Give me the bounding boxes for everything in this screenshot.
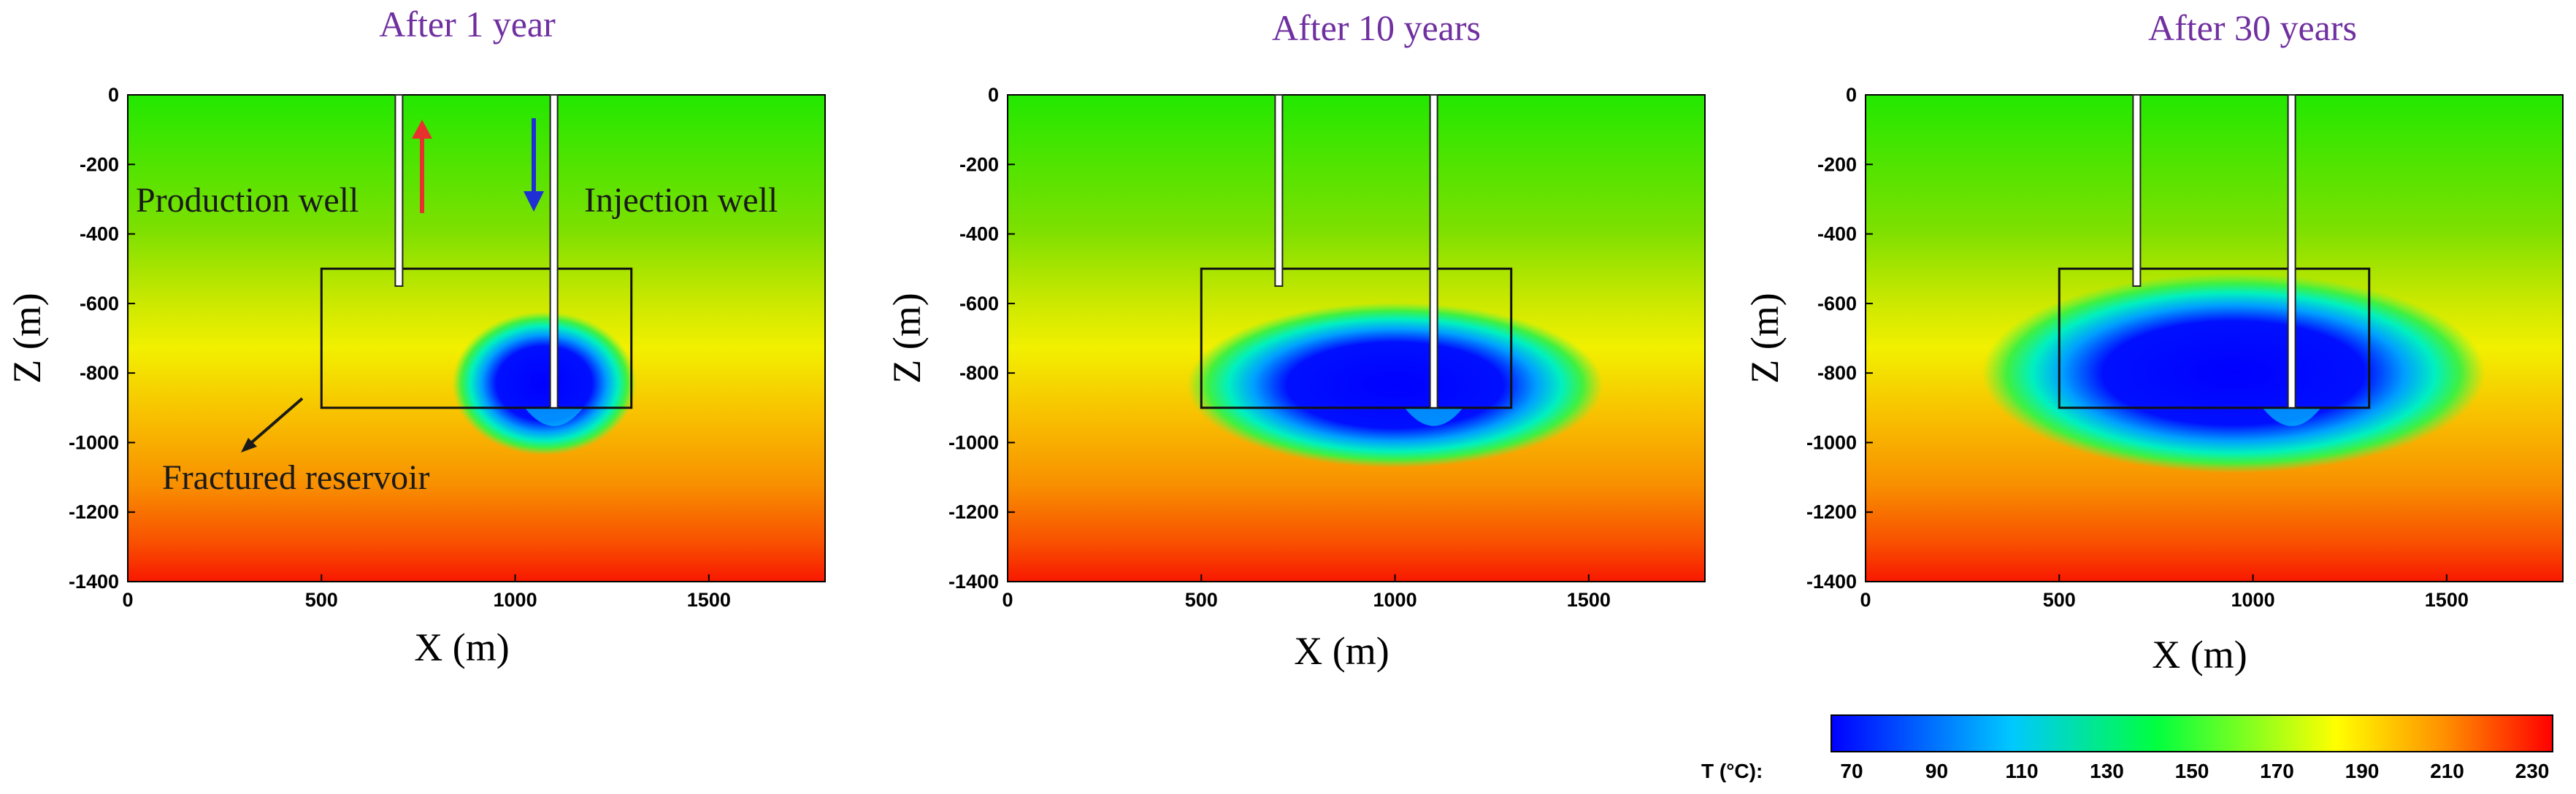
temperature-colorbar: T (°C): 70 90 110 130 150 170 190 210 230 (1701, 714, 2553, 782)
y-tick-label: -800 (959, 362, 999, 384)
y-tick-label: -1200 (948, 501, 999, 523)
colorbar-tick-label: 90 (1925, 760, 1948, 782)
cold-plume (452, 312, 637, 455)
reservoir-box (320, 267, 633, 409)
y-tick-label: 0 (108, 84, 119, 106)
colorbar-ticks: 70 90 110 130 150 170 190 210 230 (1840, 760, 2549, 782)
colorbar-tick-label: 150 (2175, 760, 2209, 782)
y-tick-label: -1200 (69, 501, 119, 523)
injection-well-label: Injection well (584, 181, 778, 220)
y-tick-label: -400 (959, 223, 999, 245)
y-tick-label: -600 (80, 293, 119, 315)
panel-after-10-years: 0 500 1000 1500 0 -200 -400 -600 -800 -1000 -1200 -… (885, 7, 1706, 673)
colorbar-gradient (1831, 714, 2553, 752)
panel-title: After 10 years (1272, 7, 1481, 48)
y-tick-label: -800 (1817, 362, 1857, 384)
plot-frame (1007, 94, 1706, 582)
x-tick-label: 500 (305, 589, 338, 611)
y-tick-label: 0 (988, 84, 999, 106)
y-axis-label: Z (m) (885, 293, 929, 383)
y-tick-label: -800 (80, 362, 119, 384)
y-tick-label: -200 (959, 153, 999, 175)
production-well (394, 94, 404, 288)
injection-well (549, 94, 559, 409)
cold-plume (1982, 273, 2485, 474)
x-tick-label: 1500 (2425, 589, 2469, 611)
fractured-reservoir-label: Fractured reservoir (162, 458, 430, 497)
y-tick-label: -600 (1817, 293, 1857, 315)
cold-plume-tail (1404, 407, 1463, 426)
reservoir-box (1200, 267, 1513, 409)
y-axis-label: Z (m) (5, 293, 49, 383)
y-tick-label: -1000 (1806, 431, 1857, 453)
x-tick-label: 1000 (2231, 589, 2275, 611)
reservoir-box (2058, 267, 2371, 409)
panel-after-30-years: 0 500 1000 1500 0 -200 -400 -600 -800 -1000 -1200 -… (1743, 7, 2564, 677)
production-well (2132, 94, 2142, 288)
injection-arrow-icon (524, 118, 544, 212)
x-axis-label: X (m) (1294, 629, 1389, 673)
plot-frame (127, 94, 826, 582)
colorbar-tick-label: 230 (2515, 760, 2550, 782)
x-tick-label: 500 (1185, 589, 1218, 611)
x-tick-label: 1000 (494, 589, 537, 611)
injection-well (1429, 94, 1438, 409)
cold-plume (1187, 302, 1603, 468)
cold-plume-tail (2262, 407, 2321, 426)
x-tick-label: 500 (2043, 589, 2076, 611)
panel-title: After 1 year (379, 4, 556, 45)
y-tick-label: -1400 (948, 571, 999, 593)
colorbar-tick-label: 110 (2005, 760, 2038, 782)
colorbar-tick-label: 170 (2260, 760, 2294, 782)
y-tick-label: -400 (1817, 223, 1857, 245)
production-well-label: Production well (136, 181, 359, 220)
y-tick-label: -400 (80, 223, 119, 245)
reservoir-pointer-arrow-icon (241, 397, 304, 452)
colorbar-tick-label: 210 (2430, 760, 2464, 782)
y-tick-label: -200 (80, 153, 119, 175)
y-axis-label: Z (m) (1743, 293, 1787, 383)
colorbar-tick-label: 130 (2090, 760, 2124, 782)
annotation-layer: Production well Injection well Fractured… (136, 118, 778, 497)
colorbar-tick-label: 70 (1840, 760, 1863, 782)
plot-frame (1865, 94, 2564, 582)
y-tick-label: -1000 (948, 431, 999, 453)
y-tick-label: -1400 (1806, 571, 1857, 593)
x-tick-label: 0 (1002, 589, 1013, 611)
x-tick-label: 1000 (1373, 589, 1417, 611)
panel-title: After 30 years (2148, 7, 2357, 48)
y-tick-label: -1000 (69, 431, 119, 453)
colorbar-tick-label: 190 (2345, 760, 2380, 782)
production-well (1274, 94, 1284, 288)
y-tick-label: -1200 (1806, 501, 1857, 523)
production-arrow-icon (412, 120, 432, 213)
colorbar-label: T (°C): (1701, 760, 1763, 782)
x-tick-label: 1500 (687, 589, 731, 611)
x-tick-label: 1500 (1567, 589, 1611, 611)
y-tick-label: -200 (1817, 153, 1857, 175)
injection-well (2287, 94, 2296, 409)
panel-after-1-year: 0 500 1000 1500 0 -200 -400 -600 -800 -1000 -1200 -… (5, 4, 826, 669)
x-tick-label: 0 (122, 589, 133, 611)
x-tick-label: 0 (1860, 589, 1871, 611)
y-tick-label: -1400 (69, 571, 119, 593)
cold-plume-tail (524, 407, 583, 426)
y-tick-label: -600 (959, 293, 999, 315)
y-tick-label: 0 (1846, 84, 1857, 106)
x-axis-label: X (m) (414, 625, 509, 669)
x-axis-label: X (m) (2152, 633, 2247, 677)
